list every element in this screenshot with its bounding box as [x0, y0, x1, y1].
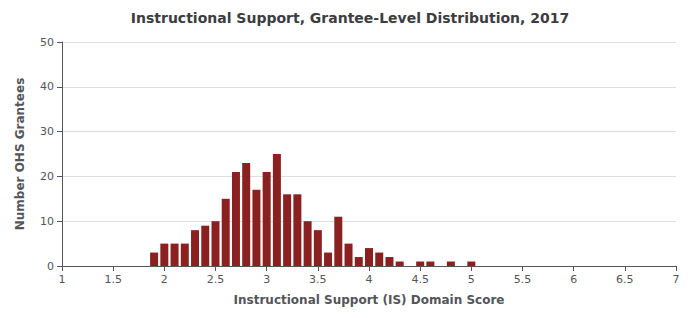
svg-text:2: 2	[161, 273, 168, 286]
svg-text:50: 50	[40, 36, 54, 49]
svg-text:40: 40	[40, 80, 54, 93]
svg-text:4.5: 4.5	[411, 273, 429, 286]
svg-text:3.5: 3.5	[309, 273, 327, 286]
svg-text:5: 5	[468, 273, 475, 286]
svg-text:4: 4	[366, 273, 373, 286]
svg-text:5.5: 5.5	[514, 273, 532, 286]
svg-text:10: 10	[40, 215, 54, 228]
svg-text:Instructional Support, Grantee: Instructional Support, Grantee-Level Dis…	[131, 10, 569, 26]
svg-text:Number OHS Grantees: Number OHS Grantees	[13, 78, 27, 231]
svg-text:6.5: 6.5	[616, 273, 634, 286]
svg-text:1: 1	[59, 273, 66, 286]
svg-text:7: 7	[673, 273, 680, 286]
svg-text:0: 0	[47, 260, 54, 273]
svg-text:2.5: 2.5	[207, 273, 225, 286]
svg-text:20: 20	[40, 170, 54, 183]
svg-text:1.5: 1.5	[104, 273, 122, 286]
svg-text:30: 30	[40, 125, 54, 138]
svg-text:Instructional Support (IS) Dom: Instructional Support (IS) Domain Score	[234, 293, 505, 307]
svg-text:3: 3	[263, 273, 270, 286]
svg-text:6: 6	[570, 273, 577, 286]
